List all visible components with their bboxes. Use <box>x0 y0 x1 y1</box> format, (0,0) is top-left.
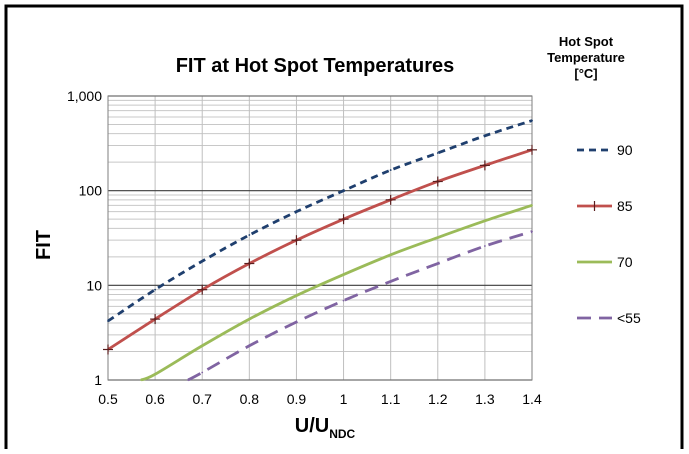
chart-title: FIT at Hot Spot Temperatures <box>176 55 455 77</box>
x-axis-ticks: 0.5 0.6 0.7 0.8 0.9 1 1.1 1.2 1.3 1.4 <box>98 391 542 407</box>
data-point <box>248 344 251 347</box>
x-tick-label: 0.8 <box>240 391 260 407</box>
x-tick-label: 1.2 <box>428 391 448 407</box>
legend-item: 90 <box>577 142 633 158</box>
legend-item: 70 <box>577 254 633 270</box>
data-point <box>154 373 157 376</box>
data-point <box>483 134 486 137</box>
data-point <box>436 152 439 154</box>
data-point <box>248 318 251 320</box>
legend-title-line: Temperature <box>547 50 625 65</box>
series-line <box>107 119 533 323</box>
x-tick-label: 0.9 <box>287 391 307 407</box>
series-90 <box>107 119 533 323</box>
data-point <box>295 294 298 297</box>
plot-area <box>107 95 533 381</box>
series-line <box>107 148 533 351</box>
data-point <box>436 262 439 265</box>
data-point <box>483 219 486 222</box>
x-tick-label: 0.6 <box>145 391 165 407</box>
x-tick-label: 1 <box>340 391 348 407</box>
legend: 90 85 70 <55 <box>577 142 641 326</box>
x-axis-label-subscript: NDC <box>329 427 355 441</box>
data-point <box>342 299 345 302</box>
y-axis-label: FIT <box>33 230 55 260</box>
data-point <box>342 189 345 192</box>
legend-item: <55 <box>577 310 641 326</box>
data-point <box>483 245 486 247</box>
data-point <box>531 119 533 122</box>
data-point <box>342 273 345 276</box>
series-55 <box>187 230 533 382</box>
data-point <box>436 236 439 239</box>
y-tick-label: 10 <box>86 277 102 293</box>
data-point <box>531 204 533 207</box>
data-point <box>140 379 142 381</box>
data-point <box>389 253 392 256</box>
y-axis-ticks: 1 10 100 1,000 <box>67 88 102 388</box>
data-point <box>531 230 533 233</box>
y-tick-label: 1 <box>94 372 102 388</box>
series-layer <box>103 119 537 382</box>
legend-label: 85 <box>617 198 633 214</box>
legend-label: 70 <box>617 254 633 270</box>
legend-item: 85 <box>577 198 633 214</box>
data-point <box>154 288 157 291</box>
data-point <box>187 379 189 381</box>
legend-title-line: [°C] <box>574 66 597 81</box>
x-axis-label: U/UNDC <box>295 415 356 441</box>
data-point <box>295 210 298 213</box>
data-point <box>107 320 109 322</box>
data-point <box>389 280 392 283</box>
series-70 <box>140 204 533 382</box>
minor-gridlines <box>108 99 532 353</box>
chart-border <box>4 4 684 449</box>
x-tick-label: 0.7 <box>192 391 212 407</box>
legend-label: 90 <box>617 142 633 158</box>
x-tick-label: 1.4 <box>522 391 542 407</box>
x-tick-label: 1.3 <box>475 391 495 407</box>
major-gridlines <box>107 95 533 381</box>
x-tick-label: 0.5 <box>98 391 118 407</box>
data-point <box>201 344 204 347</box>
data-point <box>201 371 204 374</box>
data-point <box>201 260 204 263</box>
legend-label: <55 <box>617 310 641 326</box>
data-point <box>248 234 251 236</box>
y-tick-label: 100 <box>79 183 103 199</box>
data-point <box>389 169 392 171</box>
data-point <box>295 321 298 323</box>
y-tick-label: 1,000 <box>67 88 102 104</box>
legend-title-line: Hot Spot <box>559 34 614 49</box>
series-line <box>140 204 533 382</box>
x-axis-label-main: U/U <box>295 415 329 437</box>
series-line <box>187 230 533 382</box>
series-85 <box>103 144 537 355</box>
x-tick-label: 1.1 <box>381 391 401 407</box>
